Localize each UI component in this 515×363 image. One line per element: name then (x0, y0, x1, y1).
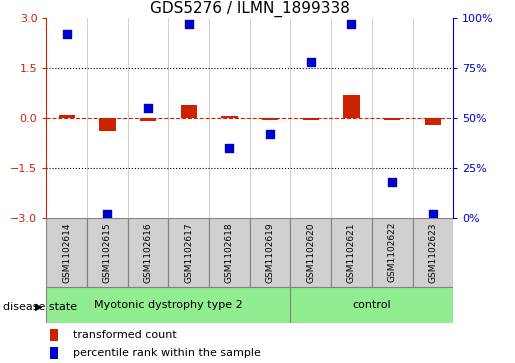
Text: GSM1102621: GSM1102621 (347, 222, 356, 282)
Point (62, 31, 71, 37)
Text: GSM1102619: GSM1102619 (266, 222, 274, 283)
Text: GSM1102618: GSM1102618 (225, 222, 234, 283)
Bar (221, 116, 237, 118)
Text: GSM1102622: GSM1102622 (388, 222, 397, 282)
Bar (290, 287, 453, 323)
Bar (59, 115, 75, 118)
Bar (209, 218, 250, 287)
Text: percentile rank within the sample: percentile rank within the sample (73, 348, 261, 358)
Bar (384, 118, 400, 120)
Text: transformed count: transformed count (73, 330, 177, 340)
Text: GSM1102620: GSM1102620 (306, 222, 315, 282)
Bar (46, 218, 87, 287)
Text: GSM1102615: GSM1102615 (103, 222, 112, 283)
Point (428, 211, 437, 217)
Text: GSM1102617: GSM1102617 (184, 222, 193, 283)
Bar (331, 218, 372, 287)
Title: GDS5276 / ILMN_1899338: GDS5276 / ILMN_1899338 (150, 1, 350, 17)
Point (225, 145, 233, 151)
Bar (344, 95, 359, 118)
Point (103, 211, 111, 217)
Text: control: control (352, 300, 391, 310)
Bar (99, 118, 115, 131)
Text: ▶: ▶ (35, 302, 43, 312)
Bar (128, 218, 168, 287)
Text: GSM1102614: GSM1102614 (62, 222, 71, 282)
Bar (140, 118, 156, 121)
Bar (87, 218, 128, 287)
Text: GSM1102623: GSM1102623 (428, 222, 437, 282)
Point (388, 179, 396, 185)
Bar (303, 118, 319, 120)
Bar (262, 118, 278, 120)
Bar (372, 218, 413, 287)
Bar (290, 218, 331, 287)
Bar (168, 218, 209, 287)
Point (347, 21, 355, 27)
Point (144, 105, 152, 111)
Text: GSM1102616: GSM1102616 (144, 222, 152, 283)
Text: Myotonic dystrophy type 2: Myotonic dystrophy type 2 (94, 300, 243, 310)
Bar (425, 118, 441, 125)
Bar (250, 218, 290, 287)
Bar (50, 347, 58, 359)
Bar (46, 287, 290, 323)
Bar (181, 105, 197, 118)
Point (184, 21, 193, 27)
Bar (413, 218, 453, 287)
Point (306, 59, 315, 65)
Bar (50, 329, 58, 341)
Point (266, 131, 274, 137)
Text: disease state: disease state (3, 302, 77, 312)
